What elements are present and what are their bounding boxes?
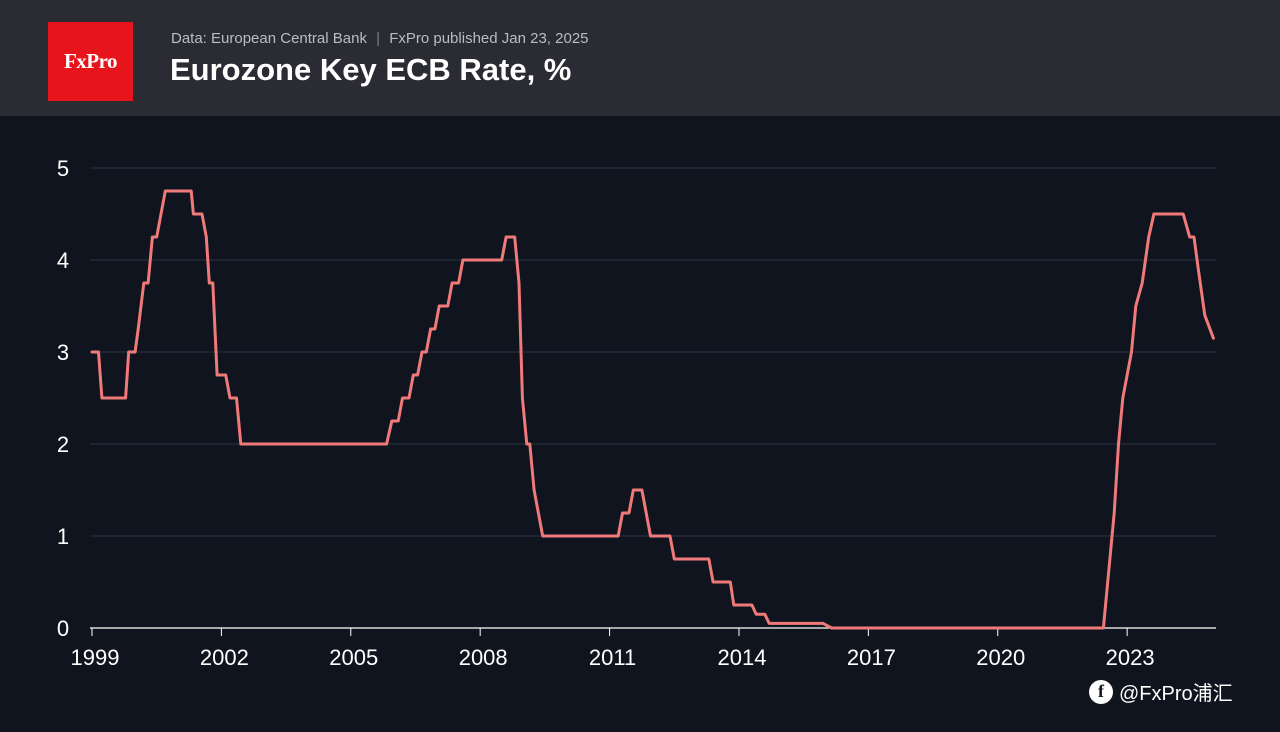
x-tick-label: 2014 [717, 645, 766, 670]
rate-line-chart: 0 1 2 3 4 5 1999 2002 2005 2008 2011 2014 2017 2020 2… [57, 156, 1216, 670]
meta-separator: | [376, 30, 381, 47]
grid-lines [90, 167, 1216, 537]
y-axis-ticks: 0 1 2 3 4 5 [57, 156, 69, 641]
x-tick-label: 2017 [847, 645, 896, 670]
x-tick-label: 2008 [459, 645, 508, 670]
y-tick-label: 1 [57, 524, 69, 549]
header-bar: FxPro Data: European Central Bank | FxPr… [0, 0, 1280, 116]
published-date: FxPro published Jan 23, 2025 [389, 30, 589, 47]
social-logo-icon: f [1089, 679, 1113, 704]
data-source: Data: European Central Bank [171, 30, 367, 47]
x-axis-ticks: 1999 2002 2005 2008 2011 2014 2017 2020 2023 [71, 628, 1155, 670]
x-tick-label: 1999 [71, 645, 120, 670]
x-tick-label: 2002 [200, 645, 249, 670]
watermark: f @FxPro浦汇 [1089, 677, 1233, 706]
logo-text: FxPro [63, 49, 118, 73]
watermark-text: @FxPro浦汇 [1119, 683, 1233, 705]
chart-meta: Data: European Central Bank | FxPro publ… [171, 30, 589, 47]
y-tick-label: 3 [57, 340, 69, 365]
series-line-key-ecb-rate [90, 189, 1215, 630]
y-tick-label: 5 [57, 156, 69, 181]
y-tick-label: 2 [57, 432, 69, 457]
chart-title: Eurozone Key ECB Rate, % [170, 52, 572, 87]
x-tick-label: 2011 [589, 645, 636, 670]
y-tick-label: 4 [57, 248, 69, 273]
brand-logo: FxPro [48, 22, 133, 101]
y-tick-label: 0 [57, 616, 69, 641]
x-tick-label: 2020 [976, 645, 1025, 670]
x-tick-label: 2023 [1106, 645, 1155, 670]
x-tick-label: 2005 [329, 645, 378, 670]
